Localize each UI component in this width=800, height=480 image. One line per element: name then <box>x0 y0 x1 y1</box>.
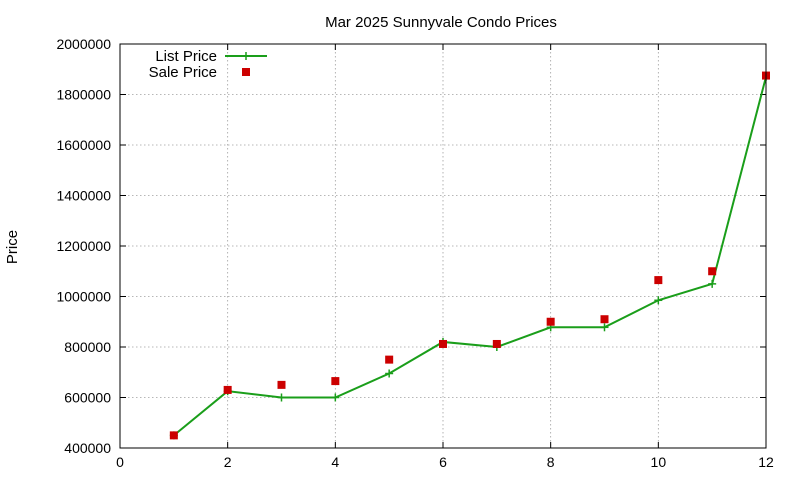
legend-label: List Price <box>155 48 217 65</box>
chart-title: Mar 2025 Sunnyvale Condo Prices <box>325 14 557 31</box>
y-tick-label: 1200000 <box>56 238 111 254</box>
data-point <box>600 323 609 332</box>
series-line <box>173 76 767 437</box>
data-point <box>277 393 286 402</box>
data-point <box>331 377 340 386</box>
y-tick-label: 400000 <box>64 440 111 456</box>
y-tick-label: 2000000 <box>56 36 111 52</box>
data-point <box>708 267 717 276</box>
x-tick-label: 8 <box>547 454 555 470</box>
x-tick-label: 2 <box>224 454 232 470</box>
data-point <box>654 296 663 305</box>
y-tick-label: 1000000 <box>56 289 111 305</box>
data-point <box>492 339 501 348</box>
data-point <box>546 317 555 326</box>
x-tick-label: 6 <box>439 454 447 470</box>
data-point <box>708 279 717 288</box>
legend-marker <box>242 68 250 76</box>
plot-frame <box>119 43 767 449</box>
axis-ticks: 0 2 4 6 8 10 12 400000 600000 800000 1000000 120000… <box>56 36 774 470</box>
legend-item: Sale Price <box>149 64 250 81</box>
data-point <box>439 339 447 348</box>
series-layer <box>169 71 770 440</box>
x-tick-label: 0 <box>116 454 124 470</box>
y-axis-label: Price <box>4 230 21 264</box>
series-2 <box>169 71 770 440</box>
data-point <box>331 393 340 402</box>
y-tick-label: 1400000 <box>56 188 111 204</box>
x-tick-label: 4 <box>331 454 339 470</box>
data-point <box>169 431 178 440</box>
series-1 <box>169 72 770 440</box>
x-tick-label: 12 <box>758 454 774 470</box>
data-point <box>385 369 394 378</box>
legend-marker <box>242 52 250 60</box>
x-tick-label: 10 <box>651 454 667 470</box>
legend-label: Sale Price <box>149 64 217 81</box>
grid-lines <box>120 44 766 448</box>
data-point <box>600 315 609 324</box>
y-tick-label: 600000 <box>64 390 111 406</box>
data-point <box>654 276 663 285</box>
y-tick-label: 800000 <box>64 339 111 355</box>
data-point <box>277 380 286 389</box>
data-point <box>223 385 232 394</box>
y-tick-label: 1800000 <box>56 87 111 103</box>
y-tick-label: 1600000 <box>56 137 111 153</box>
legend-item: List Price <box>155 48 267 65</box>
data-point <box>385 355 394 364</box>
